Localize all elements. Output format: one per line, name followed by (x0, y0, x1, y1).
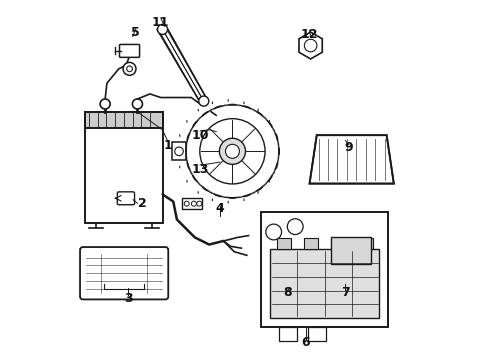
Circle shape (174, 137, 188, 150)
Polygon shape (299, 32, 322, 59)
Text: 8: 8 (284, 287, 293, 300)
Bar (304, 238, 318, 249)
Bar (331, 238, 345, 249)
Bar (182, 198, 202, 210)
Bar (276, 238, 291, 249)
Text: 2: 2 (138, 197, 147, 210)
Bar (279, 327, 297, 341)
Circle shape (202, 99, 215, 112)
Circle shape (234, 196, 247, 209)
Circle shape (180, 121, 193, 134)
Bar (331, 237, 370, 264)
Circle shape (272, 168, 285, 181)
Circle shape (184, 201, 189, 206)
Text: 1: 1 (164, 139, 172, 152)
Circle shape (199, 96, 209, 106)
FancyBboxPatch shape (117, 192, 135, 205)
FancyBboxPatch shape (80, 247, 168, 300)
Bar (85, 112, 163, 223)
Circle shape (186, 105, 279, 198)
Circle shape (180, 168, 193, 181)
Text: 3: 3 (124, 292, 133, 305)
Circle shape (189, 108, 202, 121)
Circle shape (189, 182, 202, 194)
Text: 7: 7 (341, 287, 350, 300)
Text: 5: 5 (131, 27, 140, 40)
Circle shape (263, 182, 276, 194)
Circle shape (202, 191, 215, 204)
Bar (172, 142, 186, 160)
Circle shape (266, 224, 282, 240)
Bar (270, 249, 379, 318)
Bar (359, 238, 373, 249)
Circle shape (100, 99, 110, 109)
Circle shape (249, 99, 263, 112)
Text: 9: 9 (344, 141, 353, 154)
Circle shape (197, 201, 202, 206)
Circle shape (277, 137, 290, 150)
FancyBboxPatch shape (120, 44, 140, 57)
Bar (85, 112, 163, 128)
Text: 12: 12 (301, 28, 318, 41)
Circle shape (218, 196, 231, 209)
Circle shape (157, 24, 168, 35)
Circle shape (249, 191, 263, 204)
Circle shape (123, 62, 136, 75)
Bar (308, 327, 326, 341)
Circle shape (272, 121, 285, 134)
Polygon shape (310, 135, 394, 184)
Text: 11: 11 (152, 16, 170, 29)
Circle shape (174, 153, 188, 166)
Bar (85, 112, 163, 128)
Circle shape (192, 201, 196, 206)
Bar (261, 212, 389, 327)
Text: 13: 13 (192, 163, 209, 176)
Circle shape (263, 108, 276, 121)
Text: 10: 10 (192, 129, 209, 142)
Circle shape (225, 144, 240, 158)
Text: 4: 4 (216, 202, 224, 215)
Circle shape (132, 99, 143, 109)
Circle shape (175, 147, 183, 156)
Circle shape (218, 94, 231, 107)
Circle shape (277, 153, 290, 166)
Circle shape (304, 39, 317, 52)
Circle shape (287, 219, 303, 234)
Circle shape (234, 94, 247, 107)
Circle shape (220, 138, 245, 165)
Circle shape (126, 66, 132, 72)
Text: 6: 6 (302, 336, 310, 348)
Circle shape (200, 119, 265, 184)
